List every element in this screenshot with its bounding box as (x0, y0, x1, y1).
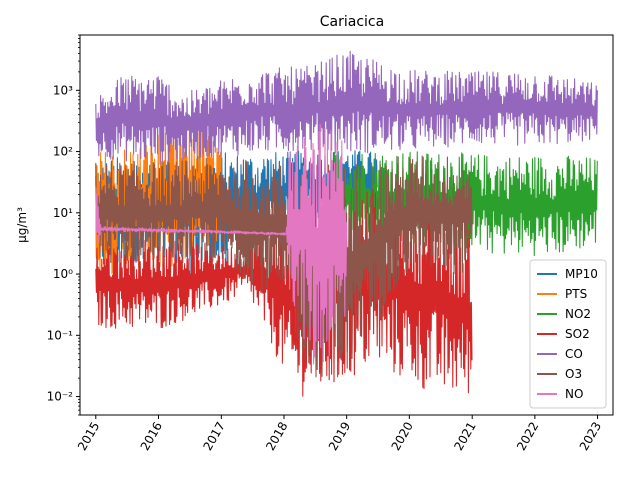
legend: MP10 PTS NO2 SO2 CO O3 NO (529, 259, 607, 409)
series-so2 (95, 188, 473, 397)
y-tick-label-4: 10² (53, 145, 73, 159)
legend-label-no2: NO2 (565, 307, 591, 321)
y-tick-label-1: 10⁻¹ (47, 328, 74, 342)
y-tick-label-3: 10¹ (53, 206, 73, 220)
legend-label-o3: O3 (565, 367, 582, 381)
legend-box (529, 259, 607, 409)
series-line-so2 (95, 188, 473, 397)
series-no (95, 123, 348, 365)
legend-label-no: NO (565, 387, 583, 401)
series-o3 (95, 155, 473, 378)
legend-label-mp10: MP10 (565, 267, 598, 281)
series-line-co (95, 50, 598, 165)
y-tick-label-0: 10⁻² (47, 390, 74, 404)
y-tick-label-2: 10⁰ (53, 267, 73, 281)
chart-title: Cariacica (320, 14, 384, 30)
legend-label-co: CO (565, 347, 583, 361)
series-line-o3 (95, 155, 473, 378)
legend-label-pts: PTS (565, 287, 587, 301)
series-line-no (95, 123, 348, 365)
series-line-no2 (330, 151, 598, 257)
y-axis: 10⁻² 10⁻¹ 10⁰ 10¹ 10² 10³ (47, 34, 80, 416)
legend-label-so2: SO2 (565, 327, 590, 341)
series-no2 (330, 151, 598, 257)
y-tick-label-5: 10³ (53, 83, 73, 97)
series-co (95, 50, 598, 165)
series-layer (95, 50, 598, 397)
y-axis-label: µg/m³ (15, 207, 29, 243)
